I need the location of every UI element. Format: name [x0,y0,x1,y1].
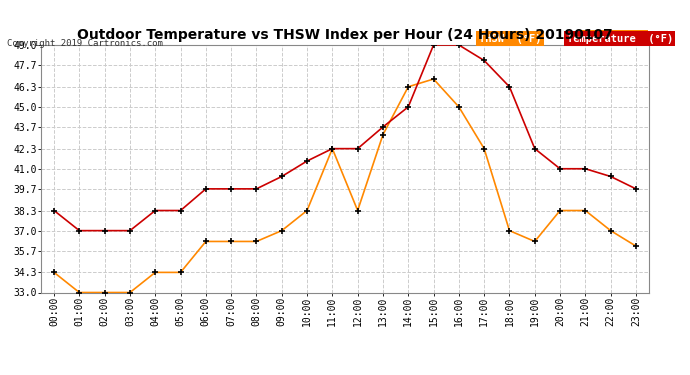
Text: THSW  (°F): THSW (°F) [583,32,646,42]
Text: Temperature  (°F): Temperature (°F) [566,34,673,44]
Title: Outdoor Temperature vs THSW Index per Hour (24 Hours) 20190107: Outdoor Temperature vs THSW Index per Ho… [77,28,613,42]
Text: Copyright 2019 Cartronics.com: Copyright 2019 Cartronics.com [7,39,163,48]
Text: THSW  (°F): THSW (°F) [479,34,541,44]
